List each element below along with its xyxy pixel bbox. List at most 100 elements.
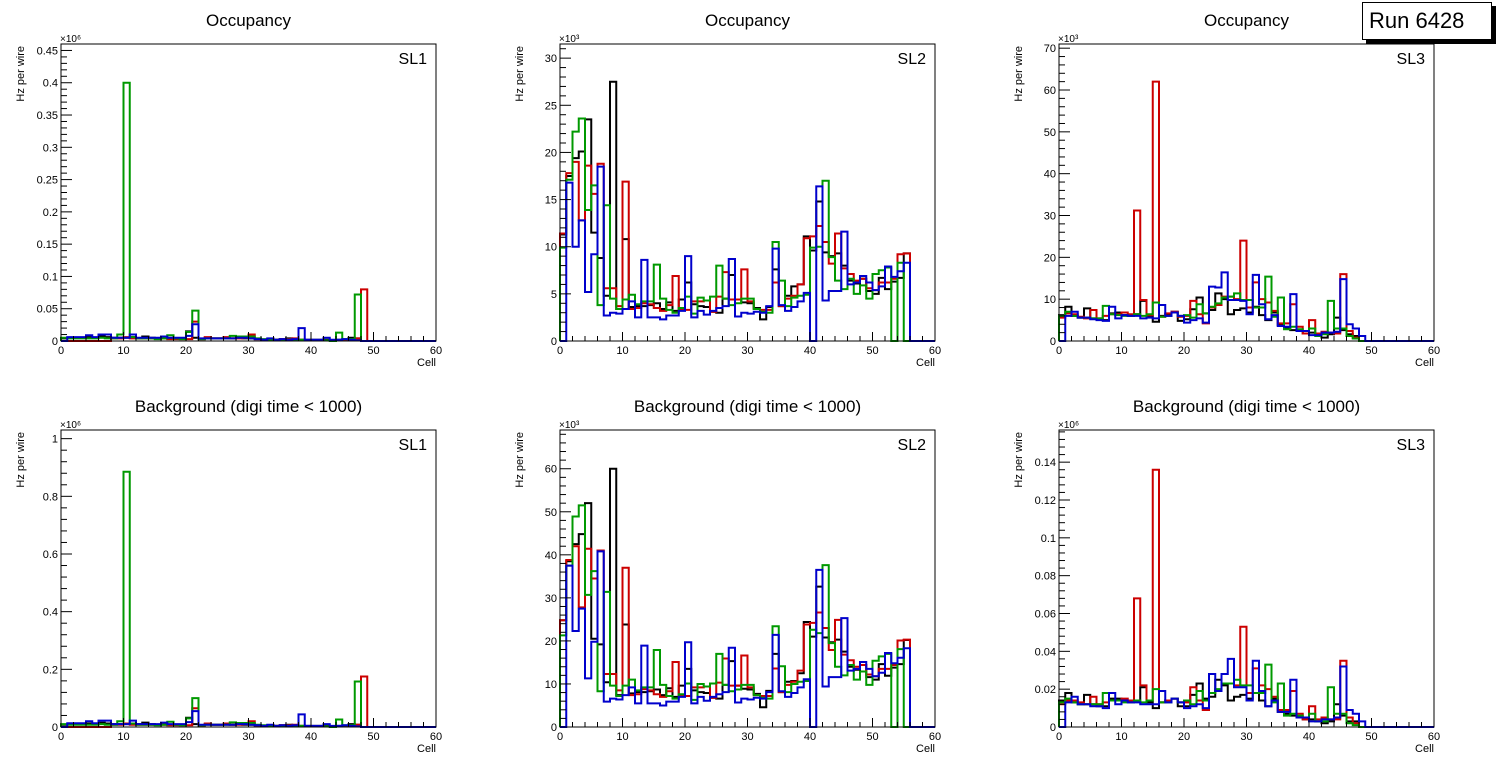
y-tick-label: 0.02 bbox=[1035, 684, 1056, 696]
x-tick-label: 50 bbox=[367, 345, 379, 357]
series-blue-line bbox=[61, 323, 436, 342]
series-green-line bbox=[559, 504, 935, 728]
x-tick-label: 0 bbox=[1056, 731, 1062, 743]
panel-title: Occupancy bbox=[206, 11, 292, 30]
series-blue-line bbox=[560, 550, 935, 728]
y-tick-label: 0.2 bbox=[43, 664, 58, 676]
superlayer-label: SL1 bbox=[399, 437, 428, 454]
x-tick-label: 10 bbox=[616, 345, 628, 357]
x-tick-label: 50 bbox=[367, 731, 379, 743]
y-axis-exponent: ×10⁶ bbox=[1058, 420, 1079, 431]
superlayer-label: SL3 bbox=[1397, 437, 1426, 454]
y-axis-exponent: ×10³ bbox=[559, 34, 580, 45]
y-axis-label: Hz per wire bbox=[1013, 432, 1025, 488]
series-blue-line bbox=[1059, 657, 1434, 728]
y-tick-label: 0 bbox=[1050, 722, 1056, 734]
y-axis-label: Hz per wire bbox=[1013, 46, 1025, 102]
y-tick-label: 50 bbox=[1044, 127, 1056, 139]
x-tick-label: 20 bbox=[1178, 731, 1190, 743]
x-tick-label: 40 bbox=[1303, 345, 1315, 357]
x-tick-label: 30 bbox=[741, 345, 753, 357]
y-tick-label: 0.08 bbox=[1035, 571, 1056, 583]
x-tick-label: 40 bbox=[804, 345, 816, 357]
y-tick-label: 40 bbox=[1044, 169, 1056, 181]
y-tick-label: 0 bbox=[551, 336, 557, 348]
y-tick-label: 0.1 bbox=[1041, 533, 1056, 545]
y-axis-label: Hz per wire bbox=[15, 432, 27, 488]
y-tick-label: 0.06 bbox=[1035, 608, 1056, 620]
x-tick-label: 40 bbox=[1303, 731, 1315, 743]
y-axis-label: Hz per wire bbox=[514, 432, 526, 488]
y-tick-label: 60 bbox=[1044, 85, 1056, 97]
y-tick-label: 20 bbox=[1044, 252, 1056, 264]
x-axis-label: Cell bbox=[916, 743, 935, 755]
x-tick-label: 60 bbox=[430, 731, 442, 743]
y-tick-label: 20 bbox=[545, 147, 557, 159]
x-tick-label: 0 bbox=[58, 731, 64, 743]
x-tick-label: 10 bbox=[1115, 731, 1127, 743]
y-tick-label: 30 bbox=[545, 593, 557, 605]
plot-frame bbox=[60, 43, 437, 342]
y-tick-label: 0.12 bbox=[1035, 495, 1056, 507]
superlayer-label: SL2 bbox=[898, 51, 927, 68]
y-tick-label: 30 bbox=[545, 53, 557, 65]
y-tick-label: 20 bbox=[545, 636, 557, 648]
panel-title: Background (digi time < 1000) bbox=[135, 397, 362, 416]
series-red-line bbox=[559, 160, 935, 342]
y-tick-label: 1 bbox=[52, 434, 58, 446]
y-tick-label: 0.4 bbox=[43, 78, 58, 90]
x-tick-label: 0 bbox=[557, 345, 563, 357]
y-tick-label: 70 bbox=[1044, 43, 1056, 55]
y-tick-label: 0 bbox=[1050, 336, 1056, 348]
x-tick-label: 10 bbox=[616, 731, 628, 743]
y-tick-label: 0.4 bbox=[43, 607, 58, 619]
x-tick-label: 20 bbox=[180, 345, 192, 357]
x-axis-label: Cell bbox=[417, 743, 436, 755]
series-blue-line bbox=[61, 710, 436, 728]
x-tick-label: 30 bbox=[242, 345, 254, 357]
x-tick-label: 30 bbox=[242, 731, 254, 743]
superlayer-label: SL1 bbox=[399, 51, 428, 68]
plot-frame bbox=[60, 429, 437, 728]
y-tick-label: 10 bbox=[545, 679, 557, 691]
y-axis-exponent: ×10⁶ bbox=[60, 34, 81, 45]
x-tick-label: 50 bbox=[1365, 731, 1377, 743]
series-red-line bbox=[559, 545, 935, 728]
y-tick-label: 0 bbox=[52, 722, 58, 734]
series-green-line bbox=[60, 81, 436, 342]
x-tick-label: 0 bbox=[557, 731, 563, 743]
x-tick-label: 0 bbox=[58, 345, 64, 357]
x-tick-label: 60 bbox=[929, 345, 941, 357]
y-tick-label: 25 bbox=[545, 100, 557, 112]
x-axis-label: Cell bbox=[1415, 357, 1434, 369]
x-tick-label: 30 bbox=[1240, 345, 1252, 357]
x-tick-label: 30 bbox=[741, 731, 753, 743]
y-tick-label: 0.45 bbox=[37, 45, 58, 57]
y-tick-label: 5 bbox=[551, 289, 557, 301]
x-tick-label: 20 bbox=[1178, 345, 1190, 357]
x-tick-label: 10 bbox=[1115, 345, 1127, 357]
y-tick-label: 0.04 bbox=[1035, 646, 1056, 658]
y-tick-label: 0 bbox=[551, 722, 557, 734]
panel-title: Background (digi time < 1000) bbox=[634, 397, 861, 416]
x-tick-label: 60 bbox=[929, 731, 941, 743]
y-tick-label: 40 bbox=[545, 550, 557, 562]
x-tick-label: 60 bbox=[430, 345, 442, 357]
panel-title: Occupancy bbox=[705, 11, 791, 30]
y-tick-label: 0.6 bbox=[43, 549, 58, 561]
y-tick-label: 0.3 bbox=[43, 142, 58, 154]
panel-title: Background (digi time < 1000) bbox=[1133, 397, 1360, 416]
series-green-line bbox=[559, 117, 935, 342]
run-label: Run 6428 bbox=[1369, 8, 1465, 33]
y-axis-exponent: ×10⁶ bbox=[60, 420, 81, 431]
y-tick-label: 0.2 bbox=[43, 207, 58, 219]
y-tick-label: 0.1 bbox=[43, 271, 58, 283]
y-tick-label: 0.8 bbox=[43, 491, 58, 503]
x-tick-label: 20 bbox=[180, 731, 192, 743]
x-tick-label: 10 bbox=[117, 731, 129, 743]
y-tick-label: 0.14 bbox=[1035, 457, 1056, 469]
x-tick-label: 50 bbox=[866, 731, 878, 743]
x-tick-label: 10 bbox=[117, 345, 129, 357]
superlayer-label: SL2 bbox=[898, 437, 927, 454]
